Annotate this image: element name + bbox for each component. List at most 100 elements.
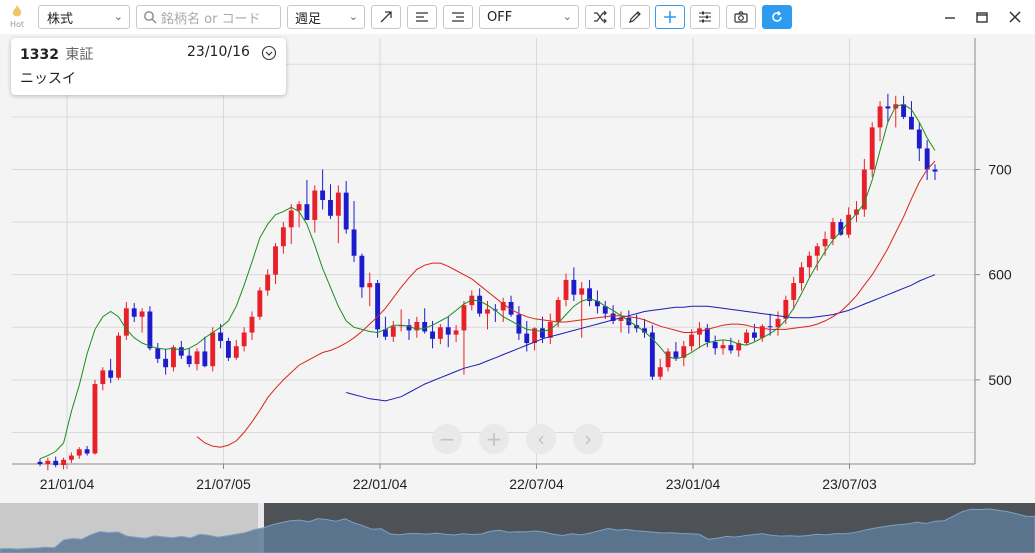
range-navigator[interactable]: [0, 503, 1035, 553]
candle-body: [485, 309, 490, 314]
zoom-out-button[interactable]: −: [432, 424, 462, 454]
horizontal-lines-button[interactable]: [443, 5, 473, 29]
candle-body: [744, 332, 750, 344]
x-tick-label: 21/07/05: [196, 476, 251, 492]
y-tick-label: 500: [988, 372, 1012, 388]
candle-body: [767, 326, 773, 328]
close-button[interactable]: [1004, 6, 1026, 28]
candle-body: [877, 106, 883, 128]
candle-body: [901, 104, 907, 117]
moving-average-lines: [39, 103, 936, 460]
candle-body: [909, 116, 914, 130]
y-tick-label: 600: [988, 267, 1012, 283]
candle-body: [328, 199, 333, 216]
maximize-button[interactable]: [971, 6, 993, 28]
quote-date: 23/10/16: [187, 44, 250, 60]
x-tick-label: 22/01/04: [353, 476, 408, 492]
zoom-in-button[interactable]: +: [479, 424, 509, 454]
candle-body: [312, 190, 318, 220]
settings-button[interactable]: [690, 5, 720, 29]
trend-line-icon: [380, 11, 392, 23]
candle-body: [759, 326, 765, 338]
crosshair-button[interactable]: [655, 5, 685, 29]
horizontal-line-icon: [416, 12, 428, 22]
draw-button[interactable]: [620, 5, 650, 29]
period-select-value: 週足: [295, 11, 322, 27]
candle-body: [265, 274, 271, 291]
random-button[interactable]: [585, 5, 615, 29]
candle-body: [163, 358, 169, 368]
candle-body: [932, 169, 938, 172]
refresh-icon: [772, 10, 782, 22]
candle-body: [131, 308, 137, 317]
scroll-right-button[interactable]: ›: [573, 424, 603, 454]
price-chart[interactable]: 21/01/04 21/07/05 22/01/04 22/07/04 23/01/04…: [0, 34, 1035, 503]
zoom-in-icon: +: [485, 427, 503, 451]
trend-line-button[interactable]: [371, 5, 401, 29]
settings-sliders-icon: [699, 11, 711, 23]
candlestick-series: [37, 93, 938, 471]
x-tick-label: 23/07/03: [822, 476, 877, 492]
candle-body: [720, 345, 726, 349]
candle-body: [751, 332, 757, 338]
candle-body: [461, 305, 467, 331]
scroll-left-icon: ‹: [537, 427, 545, 451]
candle-body: [508, 302, 514, 315]
candle-body: [249, 316, 255, 333]
candle-body: [618, 317, 624, 321]
chevron-down-icon: ⌄: [562, 10, 572, 23]
candle-body: [296, 204, 302, 211]
candle-body: [704, 328, 710, 342]
candle-body: [406, 325, 412, 331]
candle-body: [728, 345, 734, 351]
candle-body: [594, 300, 600, 307]
candle-body: [587, 288, 592, 301]
candle-body: [100, 370, 106, 385]
candle-body: [799, 267, 804, 284]
candle-body: [359, 255, 365, 288]
candle-body: [806, 255, 812, 268]
collapse-chevron-icon[interactable]: [261, 45, 277, 61]
candle-body: [516, 314, 522, 334]
info-card[interactable]: 1332 東証 23/10/16 ニッスイ: [11, 38, 286, 95]
candle-body: [194, 351, 200, 365]
candle-body: [430, 331, 435, 339]
candle-body: [155, 348, 161, 359]
refresh-button[interactable]: [762, 5, 792, 29]
candle-body: [445, 327, 451, 335]
candle-body: [233, 346, 239, 358]
chart-axes: [12, 38, 980, 469]
minimize-button[interactable]: [939, 6, 961, 28]
candle-body: [37, 461, 43, 464]
candle-body: [257, 290, 263, 317]
candle-body: [916, 129, 922, 149]
chart-grid: [12, 38, 975, 464]
screenshot-button[interactable]: [726, 5, 756, 29]
minimize-icon: [945, 17, 955, 19]
x-tick-label: 23/01/04: [666, 476, 721, 492]
period-select[interactable]: 週足 ⌄: [287, 5, 365, 29]
candle-body: [383, 329, 388, 337]
candle-body: [657, 367, 663, 377]
candle-body: [335, 192, 341, 216]
random-icon: [594, 10, 607, 24]
candle-body: [571, 279, 577, 295]
horizontal-line-button[interactable]: [407, 5, 437, 29]
scroll-left-button[interactable]: ‹: [526, 424, 556, 454]
candle-body: [147, 311, 153, 349]
market-select[interactable]: 株式 ⌄: [38, 5, 130, 29]
maximize-icon: [976, 12, 988, 23]
hot-button[interactable]: Hot: [6, 3, 28, 31]
candle-body: [532, 328, 538, 344]
candle-body: [225, 340, 231, 358]
candle-body: [108, 370, 114, 378]
candle-body: [814, 246, 820, 256]
candle-body: [186, 355, 192, 365]
candle-body: [178, 347, 184, 356]
candle-body: [76, 449, 82, 456]
candle-body: [280, 227, 286, 247]
search-input[interactable]: 銘柄名 or コード: [136, 5, 281, 29]
indicator-select[interactable]: OFF ⌄: [479, 5, 579, 29]
candle-body: [563, 279, 569, 300]
candle-body: [61, 459, 66, 466]
